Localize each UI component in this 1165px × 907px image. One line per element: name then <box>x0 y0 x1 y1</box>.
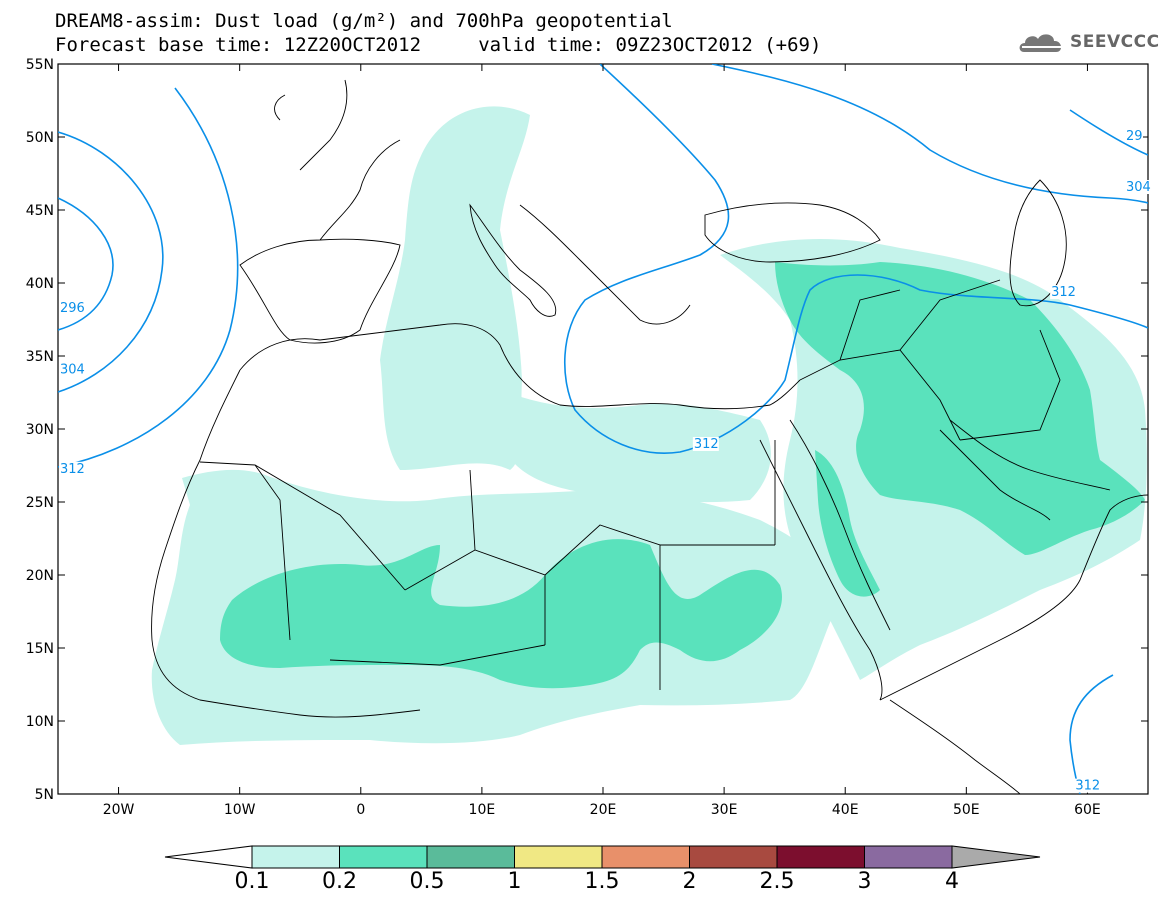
lat-tick-label: 40N <box>26 276 54 292</box>
contour-304-west <box>58 131 164 393</box>
dust-area-red-sea-coast <box>815 450 880 597</box>
lat-tick-label: 55N <box>26 57 54 73</box>
colorbar-under-triangle <box>164 845 253 869</box>
lat-tick-label: 45N <box>26 203 54 219</box>
colorbar-swatch <box>864 845 953 869</box>
lat-tick-label: 15N <box>26 641 54 657</box>
coast-balkans-greece <box>519 204 691 325</box>
coast-france-uk <box>274 79 401 241</box>
contour-312-west <box>58 87 239 468</box>
lon-tick-label: 20W <box>103 802 135 818</box>
colorbar-level-label: 0.5 <box>410 869 445 894</box>
contour-label: 312 <box>60 462 85 477</box>
lon-tick-label: 0 <box>356 802 365 818</box>
colorbar-level-label: 1.5 <box>585 869 620 894</box>
contour-label-bg <box>1050 285 1077 300</box>
colorbar-swatch <box>601 845 690 869</box>
colorbar-level-label: 2 <box>683 869 697 894</box>
coast-red-sea <box>759 419 891 701</box>
borders-africa <box>199 440 776 690</box>
coastlines-borders <box>151 79 1148 794</box>
lat-tick-label: 35N <box>26 349 54 365</box>
colorbar-legend: 0.1 0.2 0.5 1 1.5 2 2.5 3 4 <box>164 845 1041 894</box>
lat-tick-label: 20N <box>26 568 54 584</box>
contour-labels: 296 304 312 312 312 304 29 312 <box>59 128 1151 794</box>
dust-area-libya-light <box>505 395 771 503</box>
colorbar-level-label: 1 <box>508 869 522 894</box>
coast-persian-gulf <box>939 419 1111 521</box>
dust-area-iberia-med-light <box>380 106 530 470</box>
contour-label-bg <box>1074 778 1101 793</box>
seevccc-logo: SEEVCCC <box>1018 30 1160 54</box>
lon-tick-label: 10E <box>469 802 496 818</box>
coast-north-africa <box>239 323 801 410</box>
colorbar-swatch <box>689 845 778 869</box>
coast-black-sea <box>704 202 881 263</box>
contour-304-east <box>711 64 1148 204</box>
lat-tick-label: 10N <box>26 714 54 730</box>
contour-label-bg <box>59 362 85 377</box>
colorbar-swatch <box>339 845 428 869</box>
coast-horn-africa <box>889 699 1021 794</box>
logo-text: SEEVCCC <box>1070 32 1160 52</box>
colorbar-level-label: 0.1 <box>235 869 270 894</box>
colorbar-over-triangle <box>951 845 1041 869</box>
lat-tick-label: 25N <box>26 495 54 511</box>
dust-area-west-africa <box>220 539 782 689</box>
lon-tick-label: 10W <box>224 802 256 818</box>
lon-tick-label: 50E <box>953 802 980 818</box>
colorbar-level-label: 0.2 <box>322 869 357 894</box>
contour-296-east <box>1069 109 1148 156</box>
contour-312-med <box>563 64 1148 454</box>
contour-label: 304 <box>60 363 85 378</box>
contour-label-bg <box>59 301 85 316</box>
colorbar-level-label: 3 <box>858 869 872 894</box>
contour-label: 312 <box>1051 285 1076 300</box>
colorbar-level-label: 4 <box>945 869 959 894</box>
map-subtitle: Forecast base time: 12Z20OCT2012 valid t… <box>55 34 822 56</box>
map-title: DREAM8-assim: Dust load (g/m²) and 700hP… <box>55 10 673 32</box>
dust-band-0-2 <box>220 262 1145 689</box>
latitude-axis: 55N 50N 45N 40N 35N 30N 25N 20N 15N 10N 5N <box>26 57 1148 803</box>
colorbar-swatch <box>514 845 603 869</box>
geopotential-contours <box>58 64 1148 794</box>
contour-label: 296 <box>60 301 85 316</box>
lon-tick-label: 60E <box>1074 802 1101 818</box>
coast-caspian <box>1009 179 1067 307</box>
longitude-axis: 20W 10W 0 10E 20E 30E 40E 50E 60E <box>103 64 1101 818</box>
colorbar-swatch <box>776 845 865 869</box>
borders-mideast <box>799 279 1061 441</box>
contour-label: 29 <box>1126 129 1143 144</box>
colorbar-swatch <box>426 845 515 869</box>
contour-label-bg <box>692 436 719 451</box>
lon-tick-label: 40E <box>832 802 859 818</box>
lat-tick-label: 50N <box>26 130 54 146</box>
coast-iberia <box>239 238 401 344</box>
contour-label: 312 <box>1075 779 1100 794</box>
lon-tick-label: 20E <box>590 802 617 818</box>
colorbar-level-label: 2.5 <box>760 869 795 894</box>
coast-arabia <box>879 494 1148 701</box>
contour-312-south <box>1069 674 1114 794</box>
lat-tick-label: 30N <box>26 422 54 438</box>
lon-tick-label: 30E <box>711 802 738 818</box>
contour-label: 304 <box>1126 180 1151 195</box>
contour-296-west <box>58 197 114 331</box>
contour-label-bg <box>1125 180 1151 195</box>
coast-west-africa <box>151 369 421 718</box>
lat-tick-label: 5N <box>35 787 54 803</box>
coast-italy <box>469 203 557 317</box>
contour-label: 312 <box>694 437 719 452</box>
colorbar-swatch <box>251 845 340 869</box>
dust-area-arabia-iran <box>775 262 1145 555</box>
contour-label-bg <box>59 461 85 476</box>
cloud-icon <box>1019 34 1062 52</box>
contour-label-bg <box>1125 128 1143 143</box>
